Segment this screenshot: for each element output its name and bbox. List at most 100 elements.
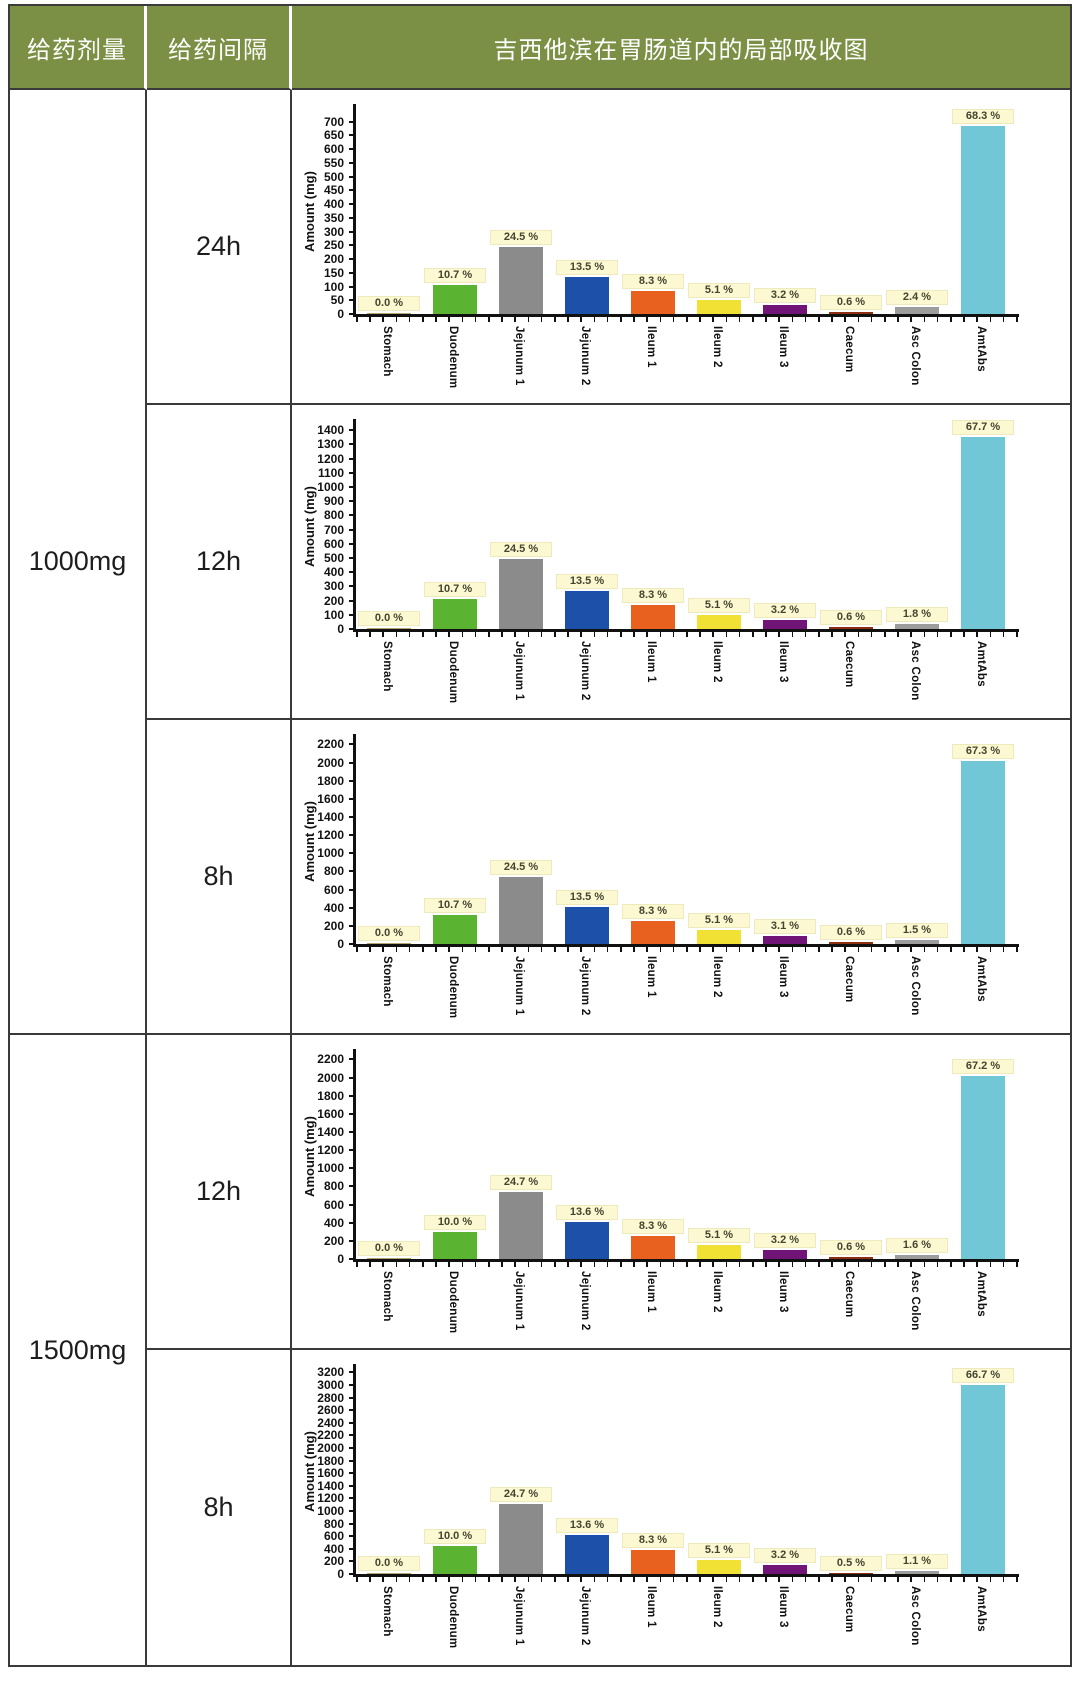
x-minor-tick	[422, 947, 424, 952]
bar-percent-label: 1.1 %	[886, 1554, 948, 1569]
y-tick-label: 2400	[317, 1415, 344, 1430]
x-minor-tick	[633, 317, 635, 322]
y-tick-mark	[349, 189, 356, 192]
x-minor-tick	[659, 947, 662, 952]
interval-cell-row2: 12h	[147, 405, 292, 720]
bar-ileum-2	[697, 615, 741, 629]
y-tick-label: 2000	[317, 1070, 344, 1085]
x-minor-tick	[818, 1577, 820, 1582]
x-minor-tick	[699, 1262, 701, 1267]
x-minor-tick	[989, 1262, 992, 1267]
y-tick-label: 800	[323, 1516, 344, 1531]
x-axis	[353, 944, 1019, 947]
x-minor-tick	[831, 317, 833, 322]
category-label: Asc Colon	[909, 326, 921, 386]
x-minor-tick	[408, 1577, 411, 1582]
x-minor-tick	[989, 632, 992, 637]
x-minor-tick	[963, 1577, 965, 1582]
x-minor-tick	[659, 1262, 662, 1267]
category-label: Jejunum 2	[579, 1586, 591, 1646]
x-minor-tick	[804, 1577, 807, 1582]
bar-percent-label: 8.3 %	[622, 1533, 684, 1548]
y-tick-mark	[349, 1185, 356, 1188]
header-title: 吉西他滨在胃肠道内的局部吸收图	[292, 6, 1070, 90]
category-label: AmtAbs	[975, 1586, 987, 1632]
x-minor-tick	[804, 632, 807, 637]
x-minor-tick	[976, 317, 978, 322]
bar-jejunum-1	[499, 559, 543, 629]
x-minor-tick	[778, 1577, 780, 1582]
interval-value: 12h	[195, 546, 242, 576]
x-minor-tick	[1016, 632, 1018, 637]
y-tick-mark	[349, 443, 356, 446]
x-minor-tick	[686, 632, 688, 637]
y-tick-label: 1000	[317, 479, 344, 494]
y-tick-mark	[349, 1547, 356, 1550]
y-tick-mark	[349, 943, 356, 945]
y-axis	[353, 734, 356, 944]
x-minor-tick	[567, 1262, 569, 1267]
category-label: Stomach	[381, 1271, 393, 1322]
bar-jejunum-1	[499, 1504, 543, 1574]
y-tick-mark	[349, 244, 356, 247]
y-tick-label: 1100	[317, 465, 344, 480]
x-minor-tick	[646, 1262, 648, 1267]
x-minor-tick	[738, 632, 741, 637]
y-tick-mark	[349, 834, 356, 837]
x-minor-tick	[712, 1577, 714, 1582]
y-tick-mark	[349, 797, 356, 800]
x-minor-tick	[963, 1262, 965, 1267]
bar-percent-label: 0.6 %	[820, 925, 882, 940]
x-minor-tick	[672, 1262, 675, 1267]
y-tick-mark	[349, 161, 356, 164]
y-tick-label: 3200	[317, 1365, 344, 1380]
x-minor-tick	[448, 1577, 450, 1582]
bar-jejunum-2	[565, 1222, 609, 1259]
interval-value: 24h	[195, 231, 242, 261]
y-tick-label: 600	[323, 142, 344, 157]
category-label: AmtAbs	[975, 326, 987, 372]
x-minor-tick	[659, 317, 662, 322]
bar-stomach	[367, 313, 411, 314]
bar-ileum-3	[763, 305, 807, 314]
x-minor-tick	[870, 632, 873, 637]
x-minor-tick	[923, 317, 926, 322]
y-tick-mark	[349, 1484, 356, 1487]
x-minor-tick	[950, 1262, 952, 1267]
bar-percent-label: 5.1 %	[688, 598, 750, 613]
x-minor-tick	[976, 1262, 978, 1267]
bar-ileum-1	[631, 921, 675, 944]
y-tick-mark	[349, 628, 356, 630]
x-minor-tick	[831, 632, 833, 637]
y-tick-mark	[349, 1094, 356, 1097]
absorption-table: 给药剂量 给药间隔 吉西他滨在胃肠道内的局部吸收图 1000mg 1500mg …	[8, 4, 1072, 1667]
bar-percent-label: 0.6 %	[820, 610, 882, 625]
x-minor-tick	[395, 1577, 398, 1582]
x-minor-tick	[567, 1577, 569, 1582]
y-tick-label: 600	[323, 1529, 344, 1544]
bar-duodenum	[433, 285, 477, 314]
x-minor-tick	[844, 947, 846, 952]
x-minor-tick	[1002, 1577, 1005, 1582]
x-minor-tick	[659, 1577, 662, 1582]
category-label: Duodenum	[447, 326, 459, 389]
x-minor-tick	[422, 632, 424, 637]
x-minor-tick	[778, 947, 780, 952]
bar-ileum-3	[763, 936, 807, 944]
bar-jejunum-1	[499, 1192, 543, 1259]
y-tick-mark	[349, 1472, 356, 1475]
y-tick-label: 400	[323, 565, 344, 580]
bar-amtabs	[961, 437, 1005, 629]
y-tick-mark	[349, 175, 356, 178]
bar-ileum-3	[763, 1250, 807, 1259]
x-minor-tick	[633, 632, 635, 637]
x-minor-tick	[844, 1262, 846, 1267]
bar-ileum-1	[631, 291, 675, 314]
x-minor-tick	[686, 317, 688, 322]
y-tick-label: 1000	[317, 1504, 344, 1518]
y-tick-mark	[349, 1149, 356, 1152]
y-tick-label: 200	[323, 252, 344, 267]
category-label: Ileum 2	[711, 1586, 723, 1628]
y-tick-mark	[349, 1421, 356, 1424]
x-minor-tick	[474, 1262, 477, 1267]
